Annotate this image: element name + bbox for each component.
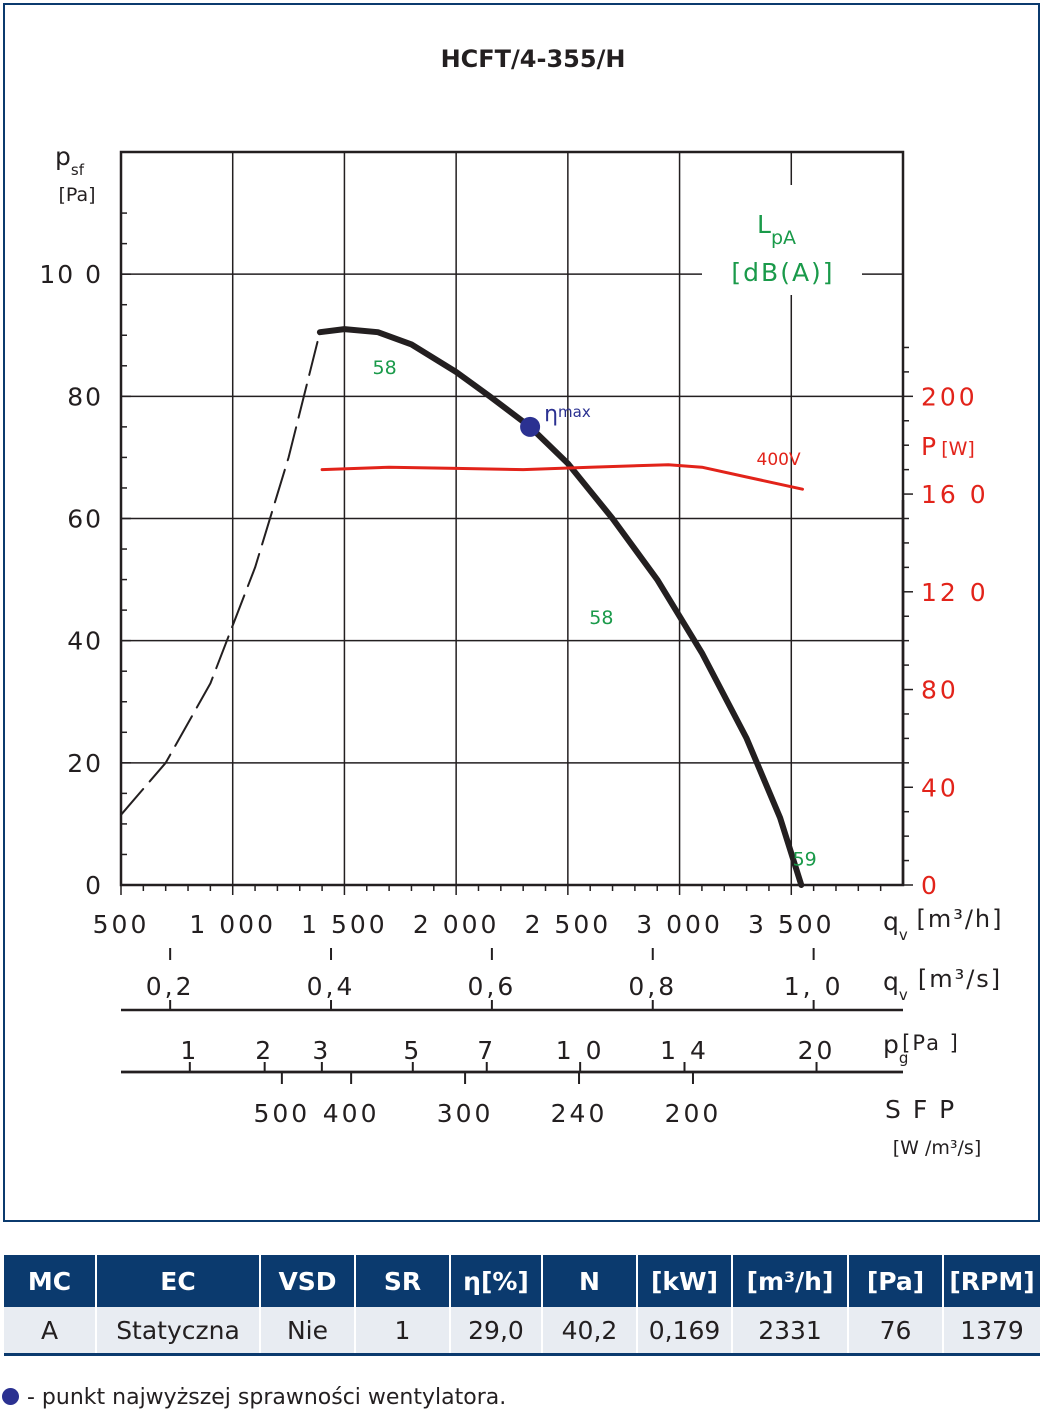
scale-tick-label: 20 <box>798 1036 836 1065</box>
y-tick-label: 0 <box>85 871 103 900</box>
cell-sr: 1 <box>354 1307 450 1356</box>
x-tick-label: 2 500 <box>525 910 612 939</box>
right-tick-label: 200 <box>921 382 978 411</box>
col-header-n: N <box>541 1255 637 1307</box>
eta-max-point <box>520 416 541 437</box>
scale-tick-label: 1, 0 <box>784 972 844 1001</box>
x-tick-label: 3 000 <box>636 910 723 939</box>
scale-unit: [m³/s] <box>918 965 1002 993</box>
y-tick-label: 10 0 <box>39 260 103 289</box>
scale-tick-label: 1 0 <box>556 1036 605 1065</box>
right-tick-label: 16 0 <box>921 480 989 509</box>
scale-tick-label: 1 4 <box>660 1036 709 1065</box>
scale-tick-label: 0,8 <box>628 972 677 1001</box>
y-tick-label: 60 <box>67 505 103 534</box>
chart-title: HCFT/4-355/H <box>441 45 626 73</box>
y-tick-label: 40 <box>67 627 103 656</box>
y-tick-label: 20 <box>67 749 103 778</box>
scale-unit: [Pa ] <box>902 1031 960 1055</box>
scale-tick-label: 2 <box>255 1036 274 1065</box>
scale-tick-label: 1 <box>180 1036 199 1065</box>
x-axis-label: qv <box>883 907 908 944</box>
eta-max-dot-icon <box>2 1388 19 1405</box>
right-tick-label: 12 0 <box>921 578 989 607</box>
col-header-pressure: [Pa] <box>847 1255 943 1307</box>
scale-tick-label: 240 <box>551 1099 608 1128</box>
col-header-rpm: [RPM] <box>942 1255 1040 1307</box>
sound-unit: [dB(A)] <box>731 258 834 287</box>
unstable-region-curve <box>120 331 321 816</box>
x-tick-label: 1 000 <box>189 910 276 939</box>
cell-vsd: Nie <box>259 1307 355 1356</box>
col-header-sr: SR <box>354 1255 450 1307</box>
scale-tick-label: 0,2 <box>146 972 195 1001</box>
y-axis-label: psf <box>55 142 85 179</box>
scale-tick-label: 300 <box>437 1099 494 1128</box>
x-axis-unit: [m³/h] <box>916 905 1003 933</box>
scale-tick-label: 3 <box>312 1036 331 1065</box>
footnote: - punkt najwyższej sprawności wentylator… <box>2 1385 506 1410</box>
right-axis-unit: [W] <box>941 438 975 460</box>
right-tick-label: 0 <box>921 871 940 900</box>
x-tick-label: 500 <box>93 910 150 939</box>
table-row: A Statyczna Nie 1 29,0 40,2 0,169 2331 7… <box>4 1307 1040 1356</box>
col-header-ec: EC <box>95 1255 260 1307</box>
scale-tick-label: 200 <box>665 1099 722 1128</box>
col-header-vsd: VSD <box>259 1255 355 1307</box>
sound-label: LpA <box>757 210 796 249</box>
col-header-mc: MC <box>4 1255 96 1307</box>
cell-pressure: 76 <box>847 1307 943 1356</box>
scale-unit-label: S F P <box>885 1095 956 1124</box>
scale-unit-label: qv <box>883 967 908 1004</box>
right-axis-label: P <box>921 432 936 461</box>
right-tick-label: 80 <box>921 676 959 705</box>
chart-frame: HCFT/4-355/H LpA [dB(A)] 0 20 40 60 80 10 0 psf [P… <box>3 3 1040 1222</box>
eta-max-label: ηmax <box>544 402 591 427</box>
cell-rpm: 1379 <box>942 1307 1040 1356</box>
scale-tick-label: 7 <box>477 1036 496 1065</box>
scale-unit: [W /m³/s] <box>893 1137 981 1159</box>
x-tick-label: 1 500 <box>301 910 388 939</box>
sound-legend-bg <box>702 185 862 295</box>
y-axis-unit: [Pa] <box>58 184 95 206</box>
scale-tick-label: 5 <box>403 1036 422 1065</box>
pressure-curve <box>316 326 805 888</box>
x-tick-label: 3 500 <box>748 910 835 939</box>
x-tick-label: 2 000 <box>413 910 500 939</box>
col-header-flow: [m³/h] <box>731 1255 848 1307</box>
power-curve <box>320 463 804 491</box>
sound-level-label: 59 <box>793 849 817 871</box>
sound-level-label: 58 <box>373 357 397 379</box>
cell-n: 40,2 <box>541 1307 637 1356</box>
scale-tick-label: 400 <box>323 1099 380 1128</box>
scale-unit-label: pg <box>883 1030 908 1067</box>
cell-ec: Statyczna <box>95 1307 260 1356</box>
power-series-label: 400V <box>757 450 801 470</box>
scale-tick-label: 0,4 <box>307 972 356 1001</box>
cell-efficiency: 29,0 <box>449 1307 542 1356</box>
cell-kw: 0,169 <box>636 1307 732 1356</box>
spec-table: MC EC VSD SR η[%] N [kW] [m³/h] [Pa] [RP… <box>4 1255 1040 1356</box>
col-header-efficiency: η[%] <box>449 1255 542 1307</box>
footnote-text: - punkt najwyższej sprawności wentylator… <box>27 1385 507 1410</box>
y-tick-label: 80 <box>67 382 103 411</box>
sound-level-label: 58 <box>589 607 613 629</box>
scale-tick-label: 500 <box>254 1099 311 1128</box>
table-header-row: MC EC VSD SR η[%] N [kW] [m³/h] [Pa] [RP… <box>4 1255 1040 1307</box>
cell-mc: A <box>4 1307 96 1356</box>
scale-tick-label: 0,6 <box>468 972 517 1001</box>
cell-flow: 2331 <box>731 1307 848 1356</box>
right-tick-label: 40 <box>921 773 959 802</box>
col-header-kw: [kW] <box>636 1255 732 1307</box>
